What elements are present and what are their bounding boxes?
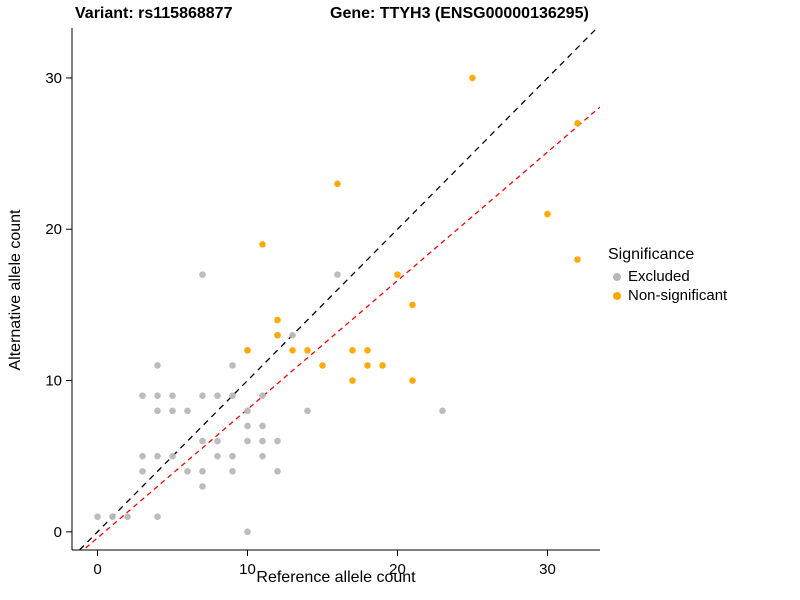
data-point [139, 452, 146, 460]
data-point [229, 362, 236, 369]
data-point [184, 468, 191, 475]
data-point [289, 346, 296, 354]
data-point [169, 392, 176, 399]
x-tick-label: 0 [93, 561, 101, 578]
data-point [229, 468, 236, 475]
data-point [199, 392, 206, 399]
data-point [364, 362, 371, 369]
data-point [154, 392, 161, 399]
x-tick-label: 10 [239, 561, 256, 578]
data-point [274, 316, 281, 324]
y-tick-label: 20 [45, 221, 62, 238]
data-point [259, 241, 266, 248]
data-point [259, 452, 266, 460]
y-tick-label: 10 [45, 373, 62, 390]
data-point [214, 392, 221, 399]
data-point [199, 483, 206, 490]
excluded-dot-icon [613, 272, 621, 281]
data-point [349, 346, 356, 354]
y-axis-label: Alternative allele count [7, 209, 24, 371]
data-point [334, 180, 341, 188]
data-point [244, 528, 251, 536]
data-point [304, 346, 311, 354]
data-point [244, 346, 251, 354]
data-point [169, 407, 176, 415]
reference-lines [78, 28, 600, 550]
data-point [574, 256, 581, 263]
data-point [139, 392, 146, 399]
data-point [214, 452, 221, 460]
data-point [289, 331, 296, 339]
plot-title-gene: Gene: TTYH3 (ENSG00000136295) [330, 5, 589, 22]
y-tick-label: 30 [45, 70, 62, 87]
data-point [364, 346, 371, 354]
data-point [409, 377, 416, 384]
data-point [334, 271, 341, 278]
legend-item-non-significant: Non-significant [608, 287, 727, 304]
data-point [154, 407, 161, 415]
data-point [244, 407, 251, 415]
data-point [154, 452, 161, 460]
x-tick-label: 30 [539, 561, 556, 578]
x-axis-label: Reference allele count [256, 569, 416, 586]
data-point [139, 468, 146, 475]
data-point [274, 468, 281, 475]
data-point [259, 392, 266, 399]
data-point [319, 362, 326, 369]
data-point [469, 74, 476, 82]
identity-line [78, 28, 598, 550]
data-point [274, 437, 281, 445]
data-point [259, 437, 266, 445]
data-point [124, 513, 131, 521]
legend: Significance Excluded Non-significant [608, 246, 727, 306]
data-point [229, 392, 236, 399]
data-point [154, 362, 161, 369]
x-tick-label: 20 [389, 561, 406, 578]
series-excluded [94, 271, 446, 536]
data-point [259, 422, 266, 430]
data-point [574, 120, 581, 127]
y-tick-label: 0 [54, 524, 62, 541]
data-point [394, 271, 401, 278]
data-point [244, 437, 251, 445]
data-point [304, 407, 311, 415]
fit-line [82, 106, 600, 550]
legend-item-excluded: Excluded [608, 268, 727, 285]
data-point [214, 437, 221, 445]
data-point [184, 407, 191, 415]
data-point [409, 301, 416, 309]
data-point [349, 377, 356, 384]
data-point [199, 468, 206, 475]
legend-label-non-significant: Non-significant [628, 287, 728, 304]
data-point [544, 210, 551, 218]
data-point [109, 513, 116, 521]
legend-label-excluded: Excluded [628, 268, 690, 285]
series-non-significant [244, 74, 581, 384]
data-point [199, 271, 206, 278]
data-point [229, 452, 236, 460]
data-point [94, 513, 101, 521]
data-point [169, 452, 176, 460]
data-point [199, 437, 206, 445]
non-significant-dot-icon [613, 291, 621, 300]
data-point [439, 407, 446, 415]
data-point [154, 513, 161, 521]
axes: 0 10 20 30 0 10 20 30 [45, 28, 600, 578]
data-point [244, 422, 251, 430]
plot-title-variant: Variant: rs115868877 [75, 5, 233, 22]
data-point [274, 331, 281, 339]
legend-title: Significance [608, 246, 695, 263]
data-point [379, 362, 386, 369]
